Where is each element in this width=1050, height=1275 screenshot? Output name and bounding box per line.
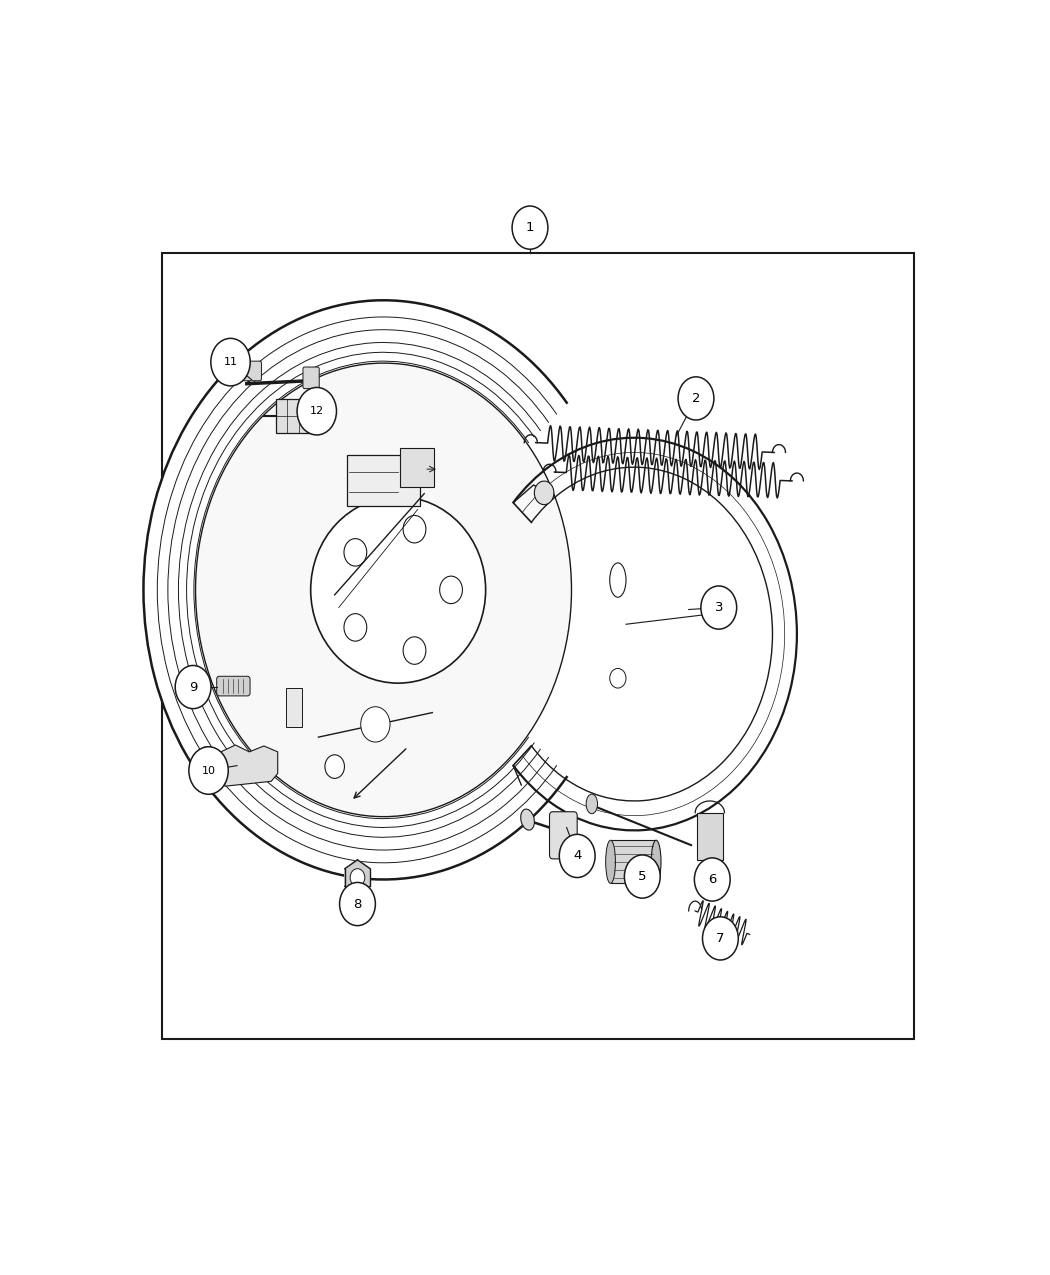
Text: 11: 11	[224, 357, 237, 367]
Text: 1: 1	[526, 221, 534, 235]
Bar	[276, 399, 318, 432]
FancyBboxPatch shape	[303, 367, 319, 389]
Bar	[400, 448, 434, 487]
Bar	[346, 455, 420, 506]
FancyBboxPatch shape	[216, 676, 250, 696]
Bar	[697, 812, 722, 859]
Text: 6: 6	[708, 873, 716, 886]
Circle shape	[297, 388, 336, 435]
Circle shape	[702, 917, 738, 960]
Ellipse shape	[586, 794, 597, 813]
Circle shape	[701, 586, 737, 629]
Circle shape	[195, 363, 571, 817]
Bar	[610, 840, 656, 884]
Circle shape	[350, 868, 364, 886]
Text: 3: 3	[715, 601, 723, 615]
Ellipse shape	[610, 562, 626, 597]
Circle shape	[344, 613, 366, 641]
Circle shape	[344, 538, 366, 566]
Polygon shape	[344, 859, 371, 895]
Text: 12: 12	[310, 407, 323, 416]
Circle shape	[403, 636, 426, 664]
Circle shape	[324, 755, 344, 778]
Ellipse shape	[606, 840, 615, 884]
Circle shape	[189, 747, 228, 794]
Bar	[162, 254, 915, 1039]
Text: 4: 4	[573, 849, 582, 862]
Circle shape	[560, 834, 595, 877]
Bar	[286, 688, 302, 727]
Text: 5: 5	[638, 870, 647, 884]
Circle shape	[211, 338, 250, 386]
Circle shape	[512, 207, 548, 249]
Circle shape	[175, 666, 211, 709]
Circle shape	[534, 481, 554, 505]
Wedge shape	[144, 301, 567, 878]
Polygon shape	[220, 745, 277, 787]
Circle shape	[339, 882, 376, 926]
Circle shape	[694, 858, 730, 901]
Text: 7: 7	[716, 932, 724, 945]
Circle shape	[361, 706, 390, 742]
Text: 10: 10	[202, 765, 215, 775]
Circle shape	[403, 515, 426, 543]
Ellipse shape	[311, 496, 486, 683]
Text: 2: 2	[692, 391, 700, 405]
Ellipse shape	[521, 810, 534, 830]
FancyBboxPatch shape	[549, 812, 578, 859]
Ellipse shape	[651, 840, 662, 884]
FancyBboxPatch shape	[242, 361, 261, 381]
Text: 9: 9	[189, 681, 197, 694]
Circle shape	[625, 856, 660, 898]
Text: 8: 8	[353, 898, 361, 910]
Circle shape	[610, 668, 626, 688]
Circle shape	[678, 377, 714, 419]
Circle shape	[440, 576, 462, 603]
